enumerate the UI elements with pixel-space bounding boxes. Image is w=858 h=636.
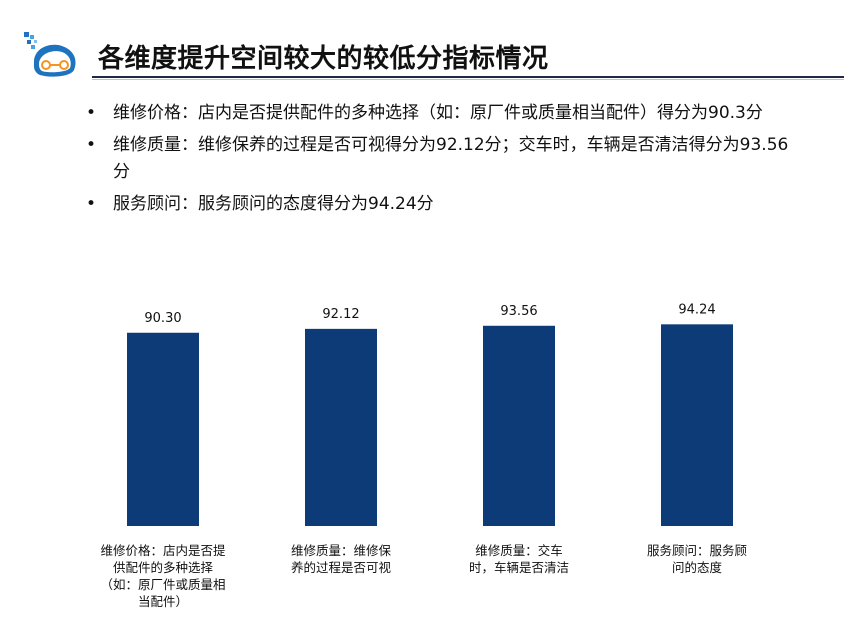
category-label-3: 维修质量：交车时，车辆是否清洁	[469, 543, 569, 575]
data-label-3: 93.56	[500, 304, 537, 319]
category-label-2: 维修质量：维修保养的过程是否可视	[291, 543, 392, 575]
bullet-text: 维修质量：维修保养的过程是否可视得分为92.12分；交车时，车辆是否清洁得分为9…	[113, 135, 789, 182]
page-title: 各维度提升空间较大的较低分指标情况	[98, 44, 549, 74]
bullet-item: • 服务顾问：服务顾问的态度得分为94.24分	[84, 191, 804, 218]
data-label-2: 92.12	[322, 307, 359, 322]
bar-3	[483, 325, 555, 526]
bullet-dot-icon: •	[86, 194, 97, 214]
company-logo	[24, 32, 76, 77]
bar-2	[305, 328, 377, 526]
data-label-4: 94.24	[678, 302, 715, 317]
bar-4	[661, 324, 733, 526]
bar-chart: 90.30 维修价格：店内是否提供配件的多种选择（如：原厂件或质量相当配件） 92.…	[100, 302, 747, 609]
bullet-dot-icon: •	[86, 103, 97, 123]
bullet-item: • 维修质量：维修保养的过程是否可视得分为92.12分；交车时，车辆是否清洁得分…	[84, 132, 804, 186]
category-label-4: 服务顾问：服务顾问的态度	[647, 543, 747, 575]
bullet-dot-icon: •	[86, 135, 97, 155]
title-underline-thin	[92, 79, 844, 80]
data-label-1: 90.30	[144, 311, 181, 326]
title-underline	[92, 76, 844, 78]
category-label-1: 维修价格：店内是否提供配件的多种选择（如：原厂件或质量相当配件）	[100, 543, 226, 609]
bullet-list: • 维修价格：店内是否提供配件的多种选择（如：原厂件或质量相当配件）得分为90.…	[84, 100, 804, 223]
bar-1	[127, 332, 199, 526]
bullet-text: 服务顾问：服务顾问的态度得分为94.24分	[113, 194, 434, 214]
bullet-item: • 维修价格：店内是否提供配件的多种选择（如：原厂件或质量相当配件）得分为90.…	[84, 100, 804, 127]
bullet-text: 维修价格：店内是否提供配件的多种选择（如：原厂件或质量相当配件）得分为90.3分	[113, 103, 763, 123]
